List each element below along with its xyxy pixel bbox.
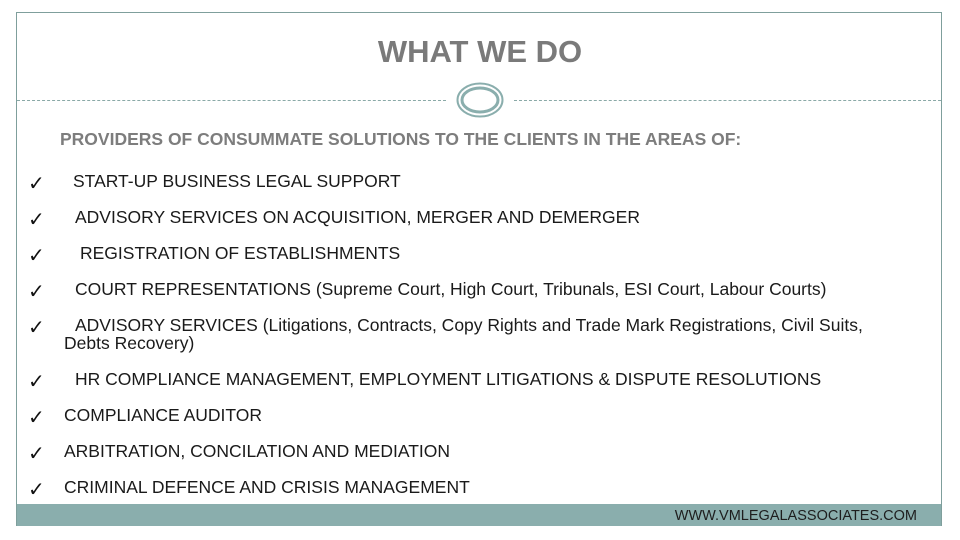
- list-item-text: COURT REPRESENTATIONS (Supreme Court, Hi…: [75, 279, 827, 299]
- list-item-text: ADVISORY SERVICES ON ACQUISITION, MERGER…: [75, 207, 640, 227]
- check-icon: ✓: [28, 173, 45, 195]
- check-icon: ✓: [28, 209, 45, 231]
- check-icon: ✓: [28, 443, 45, 465]
- list-item-text: START-UP BUSINESS LEGAL SUPPORT: [73, 171, 401, 191]
- list-item-text: CRIMINAL DEFENCE AND CRISIS MANAGEMENT: [64, 477, 470, 497]
- list-item-text: ADVISORY SERVICES (Litigations, Contract…: [75, 315, 863, 335]
- check-icon: ✓: [28, 317, 45, 339]
- check-icon: ✓: [28, 407, 45, 429]
- list-item-text: ARBITRATION, CONCILATION AND MEDIATION: [64, 441, 450, 461]
- footer-bar: WWW.VMLEGALASSOCIATES.COM: [17, 504, 941, 526]
- slide-title: WHAT WE DO: [377, 34, 583, 69]
- check-icon: ✓: [28, 371, 45, 393]
- list-item-text: REGISTRATION OF ESTABLISHMENTS: [80, 243, 401, 263]
- check-icon: ✓: [28, 245, 45, 267]
- oval-ornament-icon: [456, 82, 504, 118]
- slide-subtitle: PROVIDERS OF CONSUMMATE SOLUTIONS TO THE…: [60, 129, 742, 149]
- list-item-text-continued: Debts Recovery): [64, 333, 195, 353]
- list-item-text: COMPLIANCE AUDITOR: [64, 405, 263, 425]
- check-icon: ✓: [28, 281, 45, 303]
- check-icon: ✓: [28, 479, 45, 501]
- website-link[interactable]: WWW.VMLEGALASSOCIATES.COM: [674, 508, 917, 524]
- divider-left: [17, 100, 446, 101]
- divider-right: [514, 100, 941, 101]
- list-item-text: HR COMPLIANCE MANAGEMENT, EMPLOYMENT LIT…: [75, 369, 822, 389]
